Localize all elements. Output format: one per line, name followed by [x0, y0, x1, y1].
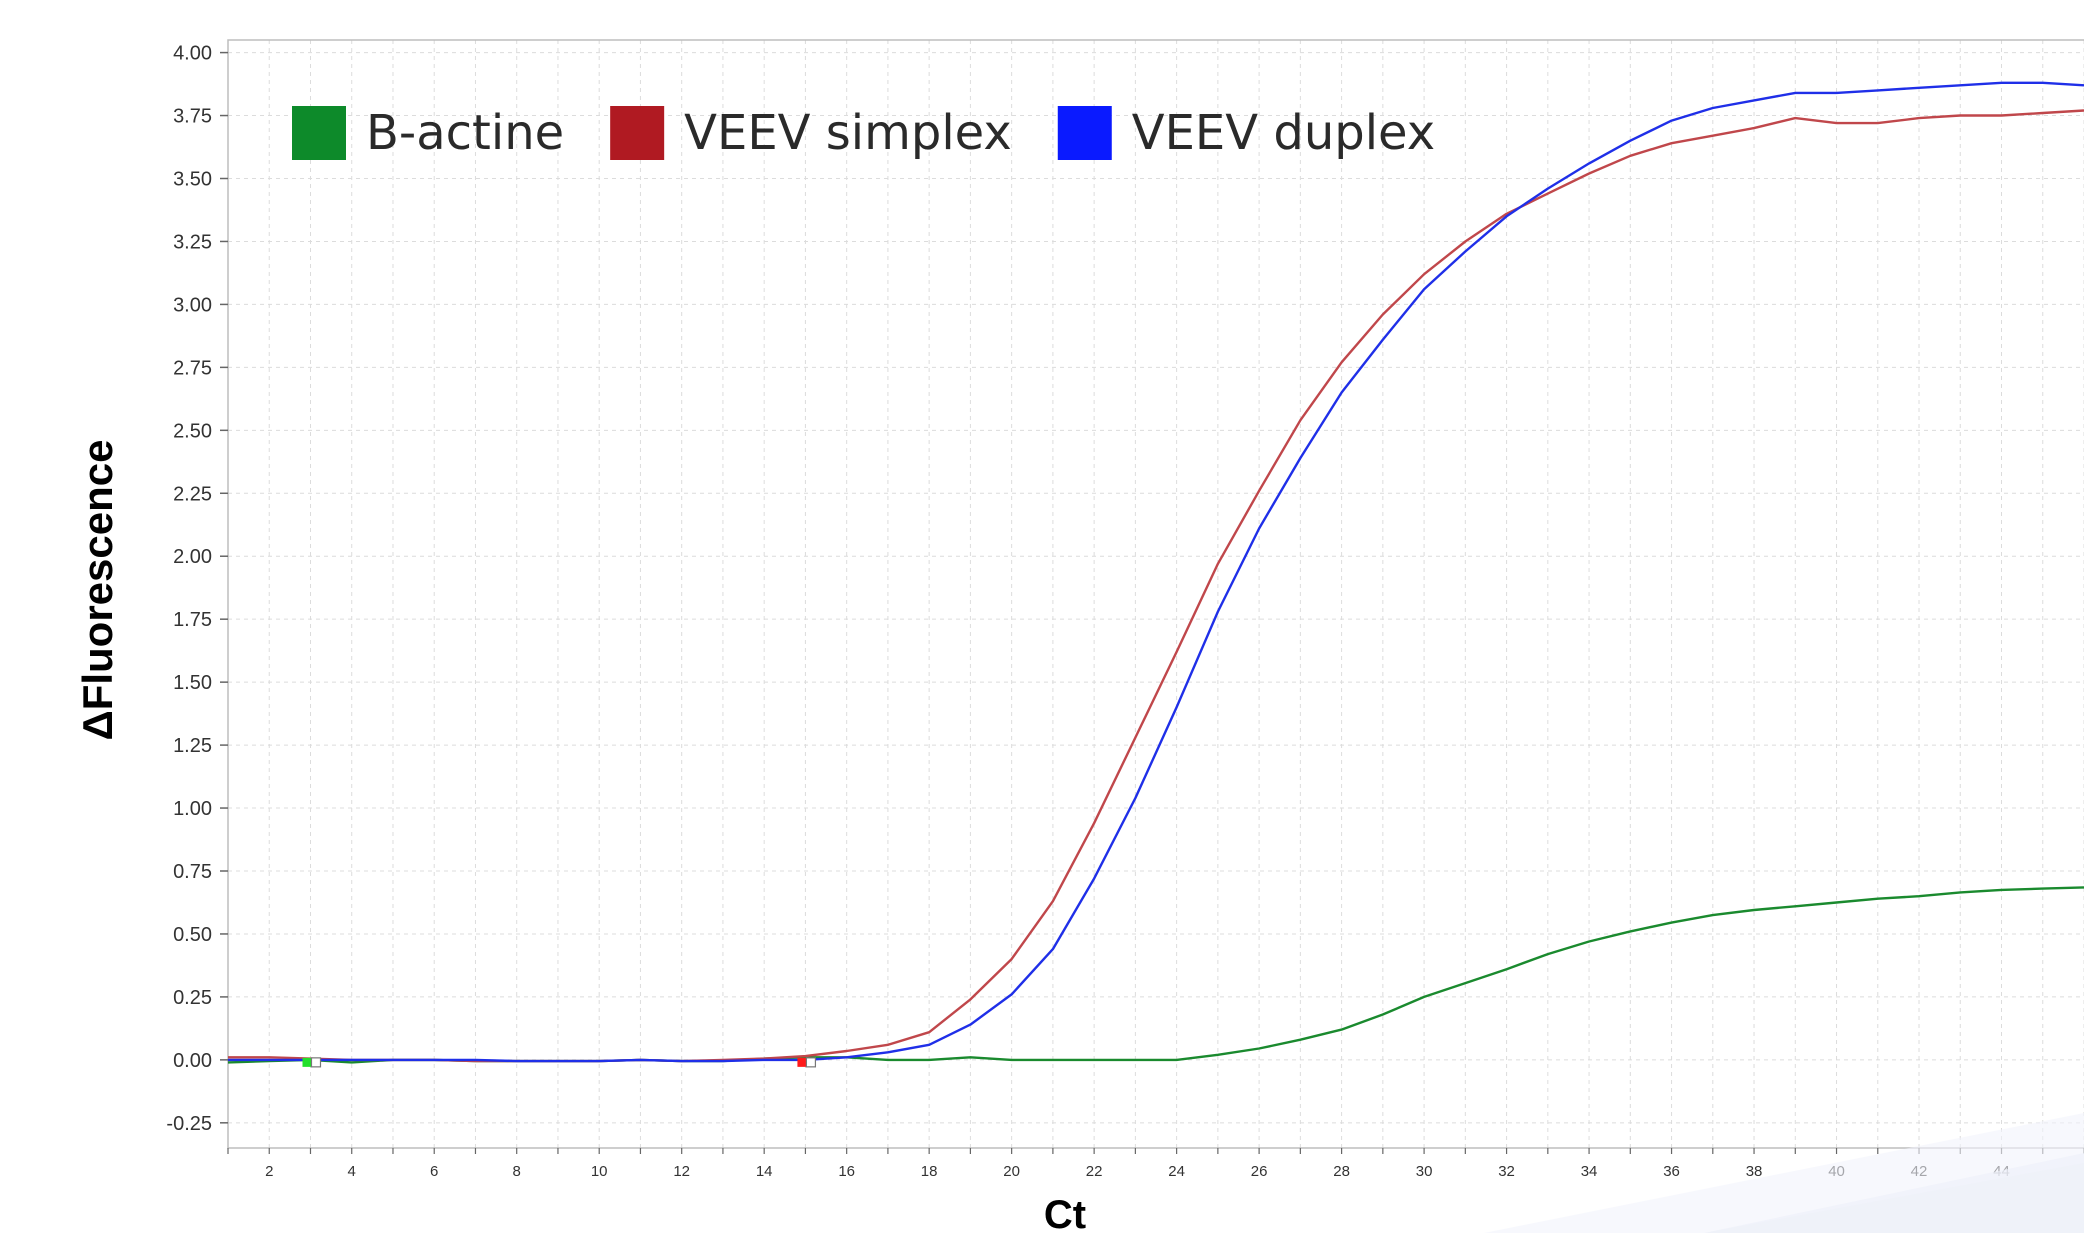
y-tick-label: 3.25	[173, 231, 212, 253]
threshold-markers	[302, 1057, 817, 1068]
y-tick-label: 1.50	[173, 672, 212, 694]
legend-label-veev-duplex: VEEV duplex	[1132, 105, 1435, 161]
y-tick-label: 0.25	[173, 987, 212, 1009]
threshold-marker-filled[interactable]	[797, 1057, 807, 1067]
x-tick-label: 14	[756, 1163, 773, 1180]
x-tick-label: 6	[430, 1163, 438, 1180]
legend-swatch-veev-duplex	[1057, 106, 1112, 160]
y-tick-label: 0.00	[173, 1050, 212, 1072]
y-tick-label: 3.75	[173, 106, 212, 128]
legend-swatch-b-actine	[292, 106, 346, 160]
legend-swatch-veev-simplex	[610, 106, 665, 160]
y-axis-title: ΔFluorescence	[74, 440, 121, 741]
x-tick-label: 32	[1498, 1163, 1515, 1180]
y-tick-label: 1.00	[173, 798, 212, 820]
x-tick-label: 16	[838, 1163, 855, 1180]
x-tick-label: 34	[1581, 1163, 1598, 1180]
y-tick-label: 2.25	[173, 483, 212, 505]
y-tick-label: 3.00	[173, 294, 212, 316]
y-tick-label: 0.50	[173, 924, 212, 946]
y-tick-label: 2.00	[173, 546, 212, 568]
legend-label-b-actine: B-actine	[366, 105, 564, 161]
y-tick-label: 2.50	[173, 420, 212, 442]
x-axis-title: Ct	[1044, 1193, 1086, 1233]
threshold-marker-filled[interactable]	[302, 1057, 312, 1067]
x-tick-label: 20	[1003, 1163, 1020, 1180]
threshold-marker-hollow[interactable]	[805, 1057, 817, 1068]
x-tick-label: 40	[1828, 1163, 1845, 1180]
x-tick-label: 26	[1251, 1163, 1268, 1180]
x-tick-label: 22	[1086, 1163, 1103, 1180]
threshold-marker-hollow[interactable]	[310, 1057, 322, 1068]
y-tick-label: -0.25	[166, 1113, 212, 1135]
x-tick-label: 30	[1416, 1163, 1433, 1180]
y-tick-label: 3.50	[173, 169, 212, 191]
x-tick-label: 36	[1663, 1163, 1680, 1180]
x-tick-label: 42	[1911, 1163, 1928, 1180]
y-tick-label: 2.75	[173, 357, 212, 379]
legend: B-actine VEEV simplex VEEV duplex	[292, 105, 1435, 161]
plot-area-frame	[227, 39, 2084, 1149]
x-tick-label: 24	[1168, 1163, 1185, 1180]
x-tick-label: 8	[513, 1163, 521, 1180]
x-tick-label: 4	[348, 1163, 356, 1180]
x-tick-label: 18	[921, 1163, 938, 1180]
x-tick-label: 44	[1993, 1163, 2010, 1180]
y-tick-label: 1.75	[173, 609, 212, 631]
grid-lines	[227, 40, 2084, 1148]
series-line-veev-duplex	[228, 81, 2084, 1063]
y-tick-label: 0.75	[173, 861, 212, 883]
legend-label-veev-simplex: VEEV simplex	[684, 105, 1012, 161]
y-tick-label: 1.25	[173, 735, 212, 757]
x-tick-label: 38	[1746, 1163, 1763, 1180]
x-tick-label: 2	[265, 1163, 273, 1180]
x-tick-label: 12	[673, 1163, 690, 1180]
x-tick-label: 28	[1333, 1163, 1350, 1180]
y-tick-label: 4.00	[173, 43, 212, 65]
x-tick-label: 10	[591, 1163, 608, 1180]
series-lines	[227, 81, 2084, 1064]
